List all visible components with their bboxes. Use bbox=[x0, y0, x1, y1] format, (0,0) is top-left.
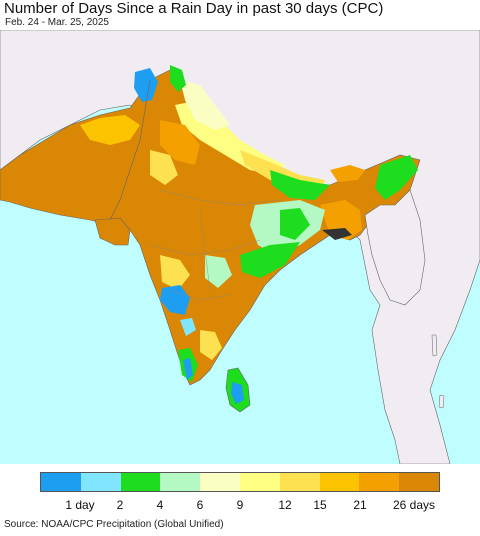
zone-tamil-yellow bbox=[200, 330, 222, 360]
legend-swatch bbox=[239, 473, 280, 491]
zone-east-green bbox=[280, 208, 310, 240]
zone-karnataka-blue bbox=[160, 285, 190, 315]
legend-swatch bbox=[359, 473, 400, 491]
legend-tick: 12 bbox=[278, 498, 292, 512]
land-andaman bbox=[431, 334, 438, 357]
border-state-1 bbox=[159, 189, 281, 206]
zone-bhutan-orange bbox=[330, 165, 365, 182]
zone-deccan-pale bbox=[205, 255, 232, 288]
legend-tick: 9 bbox=[236, 498, 244, 512]
legend-swatch bbox=[80, 473, 121, 491]
legend-swatch bbox=[319, 473, 360, 491]
border-state-4 bbox=[199, 209, 211, 291]
zone-kerala-blue bbox=[183, 358, 193, 380]
zone-sri-lanka-blue bbox=[231, 382, 244, 404]
land-gujarat bbox=[94, 217, 131, 246]
zone-himalaya-pale bbox=[180, 80, 230, 130]
border-india-pakistan bbox=[109, 79, 151, 221]
legend-tick: 26 days bbox=[392, 498, 436, 512]
zone-kashmir-blue bbox=[134, 68, 158, 102]
zone-karnataka-light bbox=[180, 318, 196, 336]
legend-swatch bbox=[120, 473, 161, 491]
legend-tick: 1 day bbox=[65, 498, 95, 512]
land-myanmar bbox=[364, 189, 426, 306]
legend-tick: 2 bbox=[116, 498, 124, 512]
legend-tick: 15 bbox=[313, 498, 327, 512]
zone-northeast-green bbox=[270, 170, 330, 200]
land-nicobar bbox=[438, 394, 445, 409]
legend-swatch bbox=[399, 473, 439, 491]
zone-bangladesh-coast bbox=[322, 228, 352, 240]
zone-assam-green bbox=[375, 155, 418, 200]
legend-tick: 4 bbox=[156, 498, 164, 512]
zone-kashmir-green bbox=[170, 65, 186, 92]
map-title: Number of Days Since a Rain Day in past … bbox=[4, 0, 384, 17]
zone-nepal-yellow bbox=[240, 150, 325, 190]
zone-pakistan-light bbox=[80, 115, 140, 145]
border-state-2 bbox=[149, 239, 261, 256]
zone-north-orange bbox=[160, 120, 200, 165]
zone-deccan-yellow bbox=[160, 255, 190, 290]
legend-swatch bbox=[160, 473, 201, 491]
land-north-west bbox=[0, 30, 480, 464]
legend-tick: 21 bbox=[353, 498, 367, 512]
zone-odisha-green bbox=[240, 242, 300, 278]
date-range: Feb. 24 - Mar. 25, 2025 bbox=[5, 17, 109, 28]
border-state-3 bbox=[169, 289, 231, 301]
source-note: Source: NOAA/CPC Precipitation (Global U… bbox=[4, 519, 224, 530]
zone-punjab-yellow bbox=[150, 150, 178, 185]
color-legend bbox=[40, 472, 440, 492]
map bbox=[0, 30, 480, 464]
legend-swatch bbox=[41, 473, 81, 491]
legend-tick: 6 bbox=[196, 498, 204, 512]
legend-swatch bbox=[200, 473, 240, 491]
legend-swatch bbox=[279, 473, 320, 491]
